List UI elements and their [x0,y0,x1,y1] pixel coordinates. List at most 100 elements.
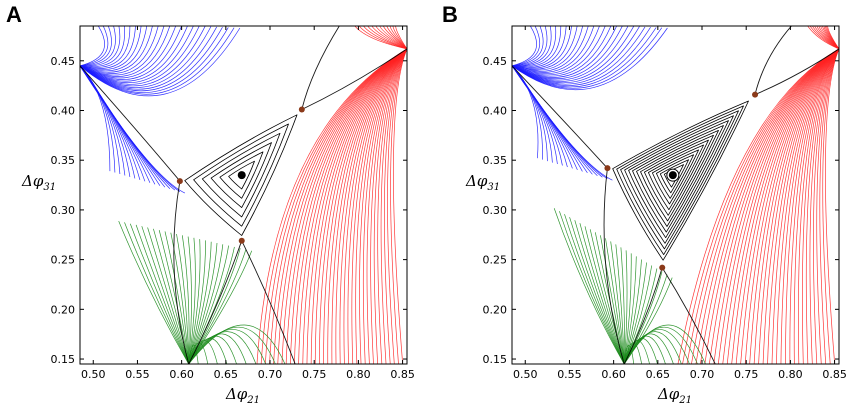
blue-trajectory [80,26,109,67]
blue-trajectory [80,26,194,83]
green-trajectory [623,256,637,364]
red-trajectory [753,48,839,364]
y-tick-label: 0.40 [51,105,76,118]
red-trajectory [709,48,839,364]
x-tick-label: 0.70 [690,368,715,381]
limit-cycle-orbit [620,110,739,250]
x-tick-label: 0.60 [169,368,194,381]
red-trajectory [389,26,407,50]
x-tick-label: 0.80 [346,368,371,381]
blue-trajectory [512,26,635,82]
plot-frame-b [511,25,840,365]
red-trajectory [339,48,407,364]
red-trajectory [758,48,839,364]
red-trajectory [285,48,407,364]
green-trajectory [620,247,625,364]
red-trajectory [392,26,407,50]
blue-trajectory [80,65,186,194]
limit-cycle-orbit [612,100,749,261]
red-trajectory [273,48,407,364]
blue-trajectory [512,26,640,84]
blue-trajectory [80,26,116,67]
y-tick-label: 0.45 [483,55,508,68]
red-trajectory [362,48,407,364]
fixed-points-a [176,106,305,244]
red-trajectory [762,48,839,364]
red-trajectory [298,48,407,364]
red-trajectory [816,48,839,364]
green-trajectory [553,208,625,364]
y-axis-label-a: Δφ31 [21,172,56,193]
blue-trajectory [80,26,121,67]
blue-trajectory [80,26,142,70]
red-trajectory [749,48,839,364]
green-trajectory [623,250,628,364]
red-trajectory [370,48,407,364]
y-tick-label: 0.25 [51,254,76,267]
red-trajectory [323,48,407,364]
red-trajectory [375,26,407,50]
blue-trajectory [512,26,600,74]
separatrix [188,240,243,364]
x-tick-label: 0.85 [822,368,847,381]
red-trajectory [805,48,839,364]
red-trajectory [359,48,407,364]
saddle-point [604,165,611,172]
green-trajectory [188,237,196,364]
blue-trajectory [80,26,131,68]
separatrix [754,48,839,96]
green-trajectory [188,333,247,364]
blue-trajectory [512,26,537,67]
red-trajectory [822,48,839,364]
limit-cycle-orbit [644,139,709,216]
y-tick-label: 0.35 [51,154,76,167]
axis-ticks-a: 0.50 0.55 0.60 0.65 0.70 0.75 0.80 0.85 0.15 0.20… [51,26,415,381]
red-trajectory [366,48,407,364]
limit-cycle-orbit [628,120,729,239]
green-trajectory [188,344,199,364]
x-tick-label: 0.55 [125,368,150,381]
y-tick-label: 0.20 [483,303,508,316]
limit-cycle-orbit [624,115,734,244]
blue-trajectory [80,26,206,87]
blue-trajectory [512,27,657,88]
x-axis-label-a: Δφ21 [225,385,260,406]
separatrix [301,48,407,110]
y-tick-label: 0.45 [51,55,76,68]
limit-cycle-orbit [648,144,704,211]
green-trajectory [605,238,625,364]
red-trajectory [343,48,407,364]
blue-trajectory [512,26,572,69]
panel-label-a: A [6,2,22,27]
blue-trajectory [512,27,668,91]
green-trajectory [124,222,190,364]
x-tick-label: 0.80 [778,368,803,381]
blue-trajectory [80,26,112,67]
panel-label-b: B [442,2,458,27]
red-trajectory [371,26,407,50]
blue-trajectory [512,26,562,68]
blue-trajectory [80,27,235,95]
limit-cycle-orbit [616,105,744,255]
red-trajectory [827,26,839,50]
blue-trajectory [80,26,200,85]
red-trajectory [373,48,407,364]
red-trajectory [327,48,407,364]
red-trajectory [771,48,839,364]
green-trajectory [158,230,190,364]
green-trajectory [579,223,625,364]
limit-cycle-orbit [652,149,699,205]
green-trajectory [188,241,212,364]
limit-cycle-orbit [201,132,281,218]
x-tick-label: 0.65 [646,368,671,381]
red-trajectory [776,48,839,364]
red-trajectory [740,48,839,364]
red-trajectory [354,26,407,50]
blue-trajectory [512,26,618,78]
green-trajectory [118,220,190,364]
red-trajectory [735,48,839,364]
blue-trajectory [80,26,165,76]
x-tick-label: 0.55 [557,368,582,381]
blue-trajectory [80,26,188,82]
blue-trajectory [512,27,651,86]
